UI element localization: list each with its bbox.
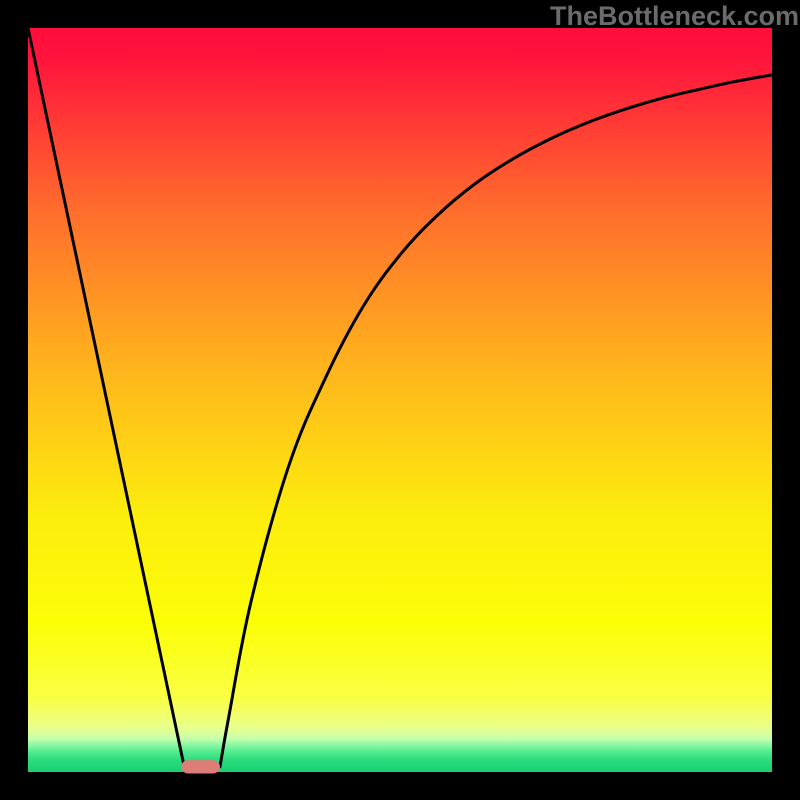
plot-area (28, 28, 772, 772)
bottleneck-chart (0, 0, 800, 800)
chart-container: TheBottleneck.com (0, 0, 800, 800)
watermark-text: TheBottleneck.com (550, 1, 799, 32)
optimal-marker (181, 760, 220, 773)
